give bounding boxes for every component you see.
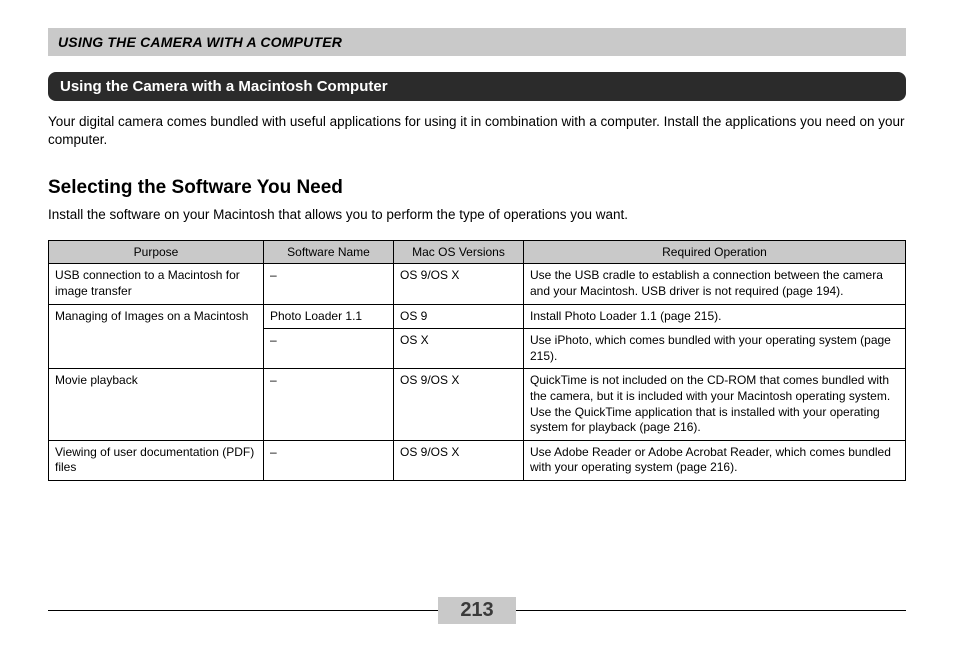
th-os: Mac OS Versions <box>394 241 524 264</box>
cell-os: OS 9/OS X <box>394 369 524 440</box>
cell-os: OS X <box>394 329 524 369</box>
table-row: USB connection to a Macintosh for image … <box>49 264 906 304</box>
footer-rule-left <box>48 610 438 611</box>
section-header: USING THE CAMERA WITH A COMPUTER <box>48 28 906 56</box>
page-footer: 213 <box>48 597 906 624</box>
cell-purpose: Managing of Images on a Macintosh <box>49 304 264 329</box>
cell-purpose: Movie playback <box>49 369 264 440</box>
cell-software: – <box>264 264 394 304</box>
cell-purpose: Viewing of user documentation (PDF) file… <box>49 440 264 480</box>
page-number: 213 <box>438 597 515 624</box>
cell-software: – <box>264 369 394 440</box>
footer-rule-right <box>516 610 906 611</box>
th-purpose: Purpose <box>49 241 264 264</box>
th-required: Required Operation <box>524 241 906 264</box>
table-header-row: Purpose Software Name Mac OS Versions Re… <box>49 241 906 264</box>
table-row: Viewing of user documentation (PDF) file… <box>49 440 906 480</box>
table-row: Movie playback – OS 9/OS X QuickTime is … <box>49 369 906 440</box>
intro-text: Your digital camera comes bundled with u… <box>48 113 906 149</box>
th-software: Software Name <box>264 241 394 264</box>
cell-software: Photo Loader 1.1 <box>264 304 394 329</box>
cell-purpose-empty <box>49 329 264 369</box>
cell-os: OS 9/OS X <box>394 440 524 480</box>
cell-required: Use iPhoto, which comes bundled with you… <box>524 329 906 369</box>
cell-purpose: USB connection to a Macintosh for image … <box>49 264 264 304</box>
cell-required: Install Photo Loader 1.1 (page 215). <box>524 304 906 329</box>
cell-required: Use the USB cradle to establish a connec… <box>524 264 906 304</box>
software-table: Purpose Software Name Mac OS Versions Re… <box>48 240 906 481</box>
cell-required: Use Adobe Reader or Adobe Acrobat Reader… <box>524 440 906 480</box>
table-row: – OS X Use iPhoto, which comes bundled w… <box>49 329 906 369</box>
subintro-text: Install the software on your Macintosh t… <box>48 207 906 222</box>
title-bar: Using the Camera with a Macintosh Comput… <box>48 72 906 101</box>
subheading: Selecting the Software You Need <box>48 177 906 199</box>
cell-os: OS 9 <box>394 304 524 329</box>
cell-os: OS 9/OS X <box>394 264 524 304</box>
table-row: Managing of Images on a Macintosh Photo … <box>49 304 906 329</box>
cell-software: – <box>264 329 394 369</box>
cell-software: – <box>264 440 394 480</box>
cell-required: QuickTime is not included on the CD-ROM … <box>524 369 906 440</box>
